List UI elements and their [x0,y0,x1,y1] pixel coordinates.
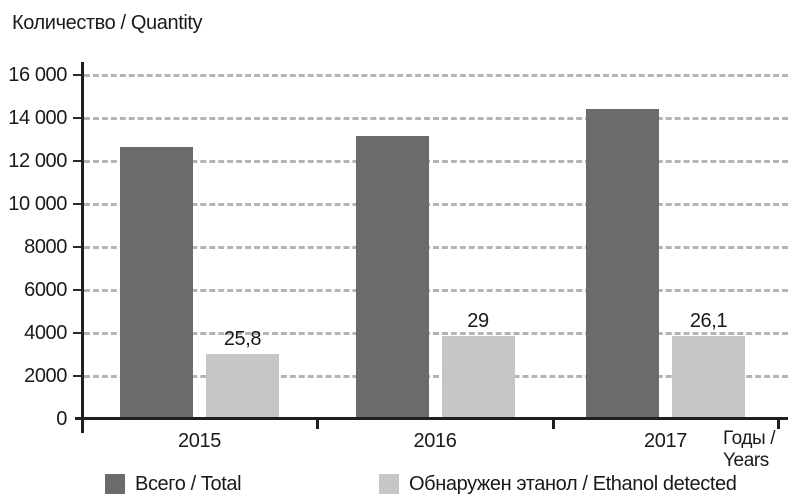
gridline-10000 [84,202,788,206]
legend-item-ethanol: Обнаружен этанол / Ethanol detected [379,473,737,495]
x-axis-title-line1: Годы / [723,428,776,449]
x-axis-line [75,417,788,420]
total-legend-swatch [105,474,125,494]
y-tick-label: 0 [56,408,67,430]
y-tick-label: 12 000 [8,150,67,172]
x-axis-tick [552,420,555,429]
chart-title: Количество / Quantity [12,12,203,34]
y-axis-tick [73,246,82,248]
y-axis-tick [73,289,82,291]
x-axis-tick [316,420,319,429]
gridline-8000 [84,245,788,249]
gridline-4000 [84,331,788,335]
bar-ethanol-2017 [672,335,745,419]
y-tick-label: 14 000 [8,107,67,129]
category-label-2016: 2016 [413,430,457,452]
y-axis-tick [73,160,82,162]
bar-total-2015 [120,147,193,419]
y-tick-label: 4000 [24,322,67,344]
bar-total-2017 [586,109,659,419]
x-axis-tick [777,420,780,429]
y-axis-line [81,62,84,433]
y-axis-tick [73,117,82,119]
legend-label-total: Всего / Total [135,473,242,495]
gridline-12000 [84,159,788,163]
data-label-2015: 25,8 [223,327,262,350]
gridline-16000 [84,73,788,77]
bar-ethanol-2016 [441,336,515,419]
legend-label-ethanol: Обнаружен этанол / Ethanol detected [409,473,737,495]
data-label-2016: 29 [467,310,489,333]
y-tick-label: 2000 [24,365,67,387]
y-tick-label: 10 000 [8,193,67,215]
category-label-2015: 2015 [178,430,221,452]
category-label-2017: 2017 [644,430,687,452]
bar-ethanol-2015 [206,353,279,419]
gridline-14000 [84,116,788,120]
ethanol-legend-swatch [379,474,399,494]
y-axis-tick [73,203,82,205]
y-tick-label: 6000 [24,279,67,301]
y-tick-label: 16 000 [8,64,67,86]
data-label-2017: 26,1 [689,309,728,332]
gridline-6000 [84,288,788,292]
bar-total-2016 [355,135,429,419]
x-axis-title: Годы / Years [723,428,787,472]
y-axis-tick [73,74,82,76]
gridline-2000 [84,374,788,378]
x-axis-title-line2: Years [723,450,769,471]
legend-item-total: Всего / Total [105,473,242,495]
y-axis-tick [73,375,82,377]
y-axis-tick [73,332,82,334]
y-tick-label: 8000 [24,236,67,258]
